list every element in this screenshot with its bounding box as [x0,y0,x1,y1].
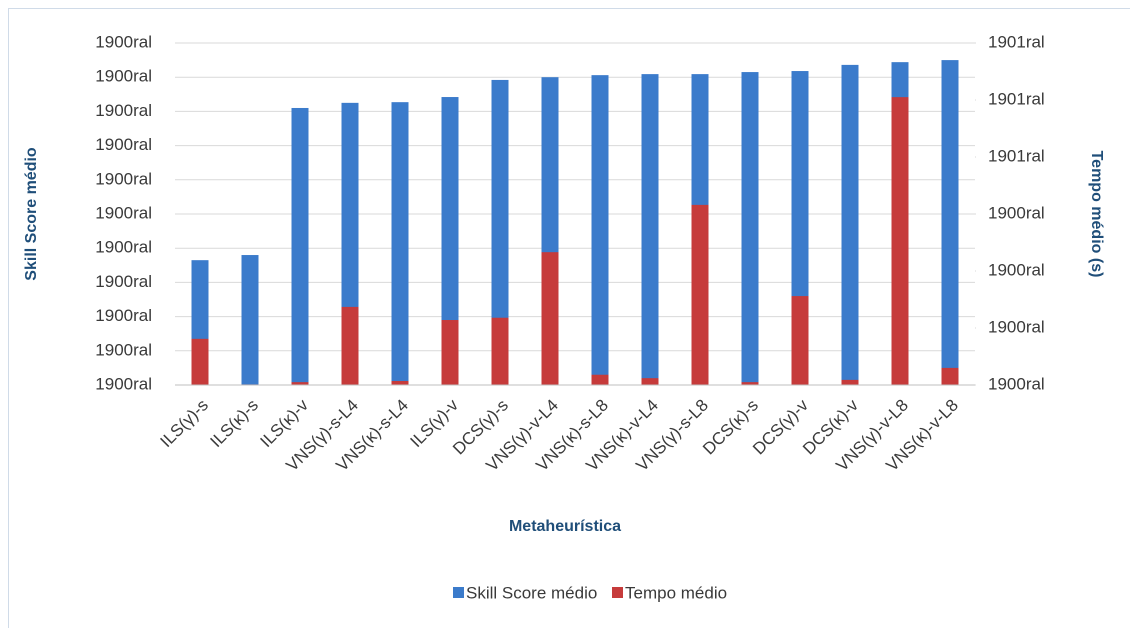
bar [191,338,209,385]
y2-tick-label: 1900ral [988,260,1045,279]
y-axis-title: Skill Score médio [23,147,40,281]
legend-swatch [453,587,464,598]
y-tick-label: 1900ral [95,306,152,325]
y-tick-label: 1900ral [95,169,152,188]
bar [491,79,509,385]
bar [591,374,609,385]
bar [841,379,859,385]
bar [341,306,359,385]
bar [891,97,909,386]
bar [741,382,759,385]
legend-label: Tempo médio [625,583,727,602]
bar [591,75,609,385]
bar [941,60,959,385]
bar [291,382,309,385]
y2-tick-label: 1900ral [988,203,1045,222]
y-tick-label: 1900ral [95,32,152,51]
y-tick-label: 1900ral [95,203,152,222]
y2-axis-title: Tempo médio (s) [1088,151,1105,278]
y-tick-label: 1900ral [95,374,152,393]
bar [441,320,459,385]
bar [941,367,959,385]
bar [391,381,409,385]
bar [691,204,709,385]
bar [241,255,259,385]
legend-label: Skill Score médio [466,583,597,602]
legend-swatch [612,587,623,598]
bar [491,317,509,385]
bar [291,107,309,385]
y-tick-label: 1900ral [95,101,152,120]
y2-tick-label: 1901ral [988,89,1045,108]
bar [641,378,659,385]
bar [541,252,559,385]
bar [841,64,859,385]
y2-tick-label: 1900ral [988,317,1045,336]
y-tick-label: 1900ral [95,135,152,154]
y-tick-label: 1900ral [95,238,152,257]
bar [791,296,809,385]
y-tick-label: 1900ral [95,67,152,86]
y2-tick-label: 1901ral [988,32,1045,51]
x-axis-title: Metaheurística [509,518,621,535]
bar [741,72,759,385]
y2-tick-label: 1900ral [988,374,1045,393]
bar [641,74,659,385]
bar [391,102,409,385]
y-tick-label: 1900ral [95,340,152,359]
y-tick-label: 1900ral [95,272,152,291]
bar [441,97,459,385]
y2-tick-label: 1901ral [988,146,1045,165]
